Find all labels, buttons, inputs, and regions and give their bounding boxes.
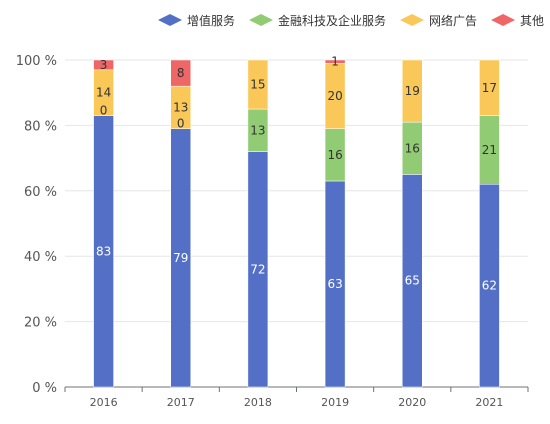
data-label: 16 xyxy=(405,141,420,155)
x-tick-label: 2016 xyxy=(90,396,118,409)
y-tick-label: 20 % xyxy=(24,316,57,331)
data-labels: 83 0 14 3 79 0 13 8 72 13 15 63 16 20 1 65 16 19 62 21 17 xyxy=(96,55,497,293)
legend-marker-icon xyxy=(400,14,425,26)
legend-item[interactable]: 其他 xyxy=(491,14,544,28)
data-label: 14 xyxy=(96,86,111,100)
legend-label: 其他 xyxy=(520,14,544,28)
data-label: 62 xyxy=(482,279,497,293)
legend-marker-icon xyxy=(249,14,274,26)
y-tick-label: 80 % xyxy=(24,119,57,134)
data-label: 65 xyxy=(405,274,420,288)
legend-item[interactable]: 金融科技及企业服务 xyxy=(249,13,386,28)
legend-label: 网络广告 xyxy=(429,13,477,28)
data-label: 72 xyxy=(250,262,265,276)
legend-item[interactable]: 网络广告 xyxy=(400,13,477,28)
y-tick-label: 40 % xyxy=(24,250,57,265)
legend[interactable]: 增值服务 金融科技及企业服务 网络广告 其他 xyxy=(158,13,544,28)
legend-marker-icon xyxy=(158,14,182,26)
data-label: 13 xyxy=(250,123,265,137)
x-tick-label: 2017 xyxy=(167,396,195,409)
x-tick-label: 2020 xyxy=(398,396,426,409)
bar-segment[interactable] xyxy=(170,59,191,87)
data-label: 3 xyxy=(100,58,108,72)
bar-segment[interactable] xyxy=(479,59,500,116)
data-label: 20 xyxy=(327,89,342,103)
y-tick-label: 100 % xyxy=(16,54,57,69)
data-label: 17 xyxy=(482,81,497,95)
data-label: 0 xyxy=(177,117,185,131)
bar-segment[interactable] xyxy=(402,59,423,123)
x-tick-label: 2021 xyxy=(475,396,503,409)
bar-segment[interactable] xyxy=(324,59,346,64)
data-label: 13 xyxy=(173,100,188,114)
data-label: 0 xyxy=(100,104,108,118)
y-tick-label: 0 % xyxy=(32,381,57,396)
data-label: 63 xyxy=(327,277,342,291)
x-tick-label: 2019 xyxy=(321,396,349,409)
legend-marker-icon xyxy=(491,14,516,26)
bars xyxy=(93,59,500,388)
grid-lines xyxy=(65,59,528,323)
data-label: 15 xyxy=(250,78,265,92)
bar-segment[interactable] xyxy=(93,59,114,71)
data-label: 16 xyxy=(327,148,342,162)
bar-segment[interactable] xyxy=(247,59,269,110)
legend-label: 增值服务 xyxy=(187,13,235,28)
axes: 0 %20 %40 %60 %80 %100 %2016 2017 2018 2019… xyxy=(16,54,529,409)
data-label: 19 xyxy=(405,84,420,98)
data-label: 79 xyxy=(173,251,188,265)
x-tick-label: 2018 xyxy=(244,396,272,409)
data-label: 21 xyxy=(482,143,497,157)
y-tick-label: 60 % xyxy=(24,185,57,200)
legend-item[interactable]: 增值服务 xyxy=(158,13,235,28)
data-label: 1 xyxy=(331,55,339,69)
data-label: 83 xyxy=(96,244,111,258)
data-label: 8 xyxy=(177,66,185,80)
legend-label: 金融科技及企业服务 xyxy=(278,13,386,28)
